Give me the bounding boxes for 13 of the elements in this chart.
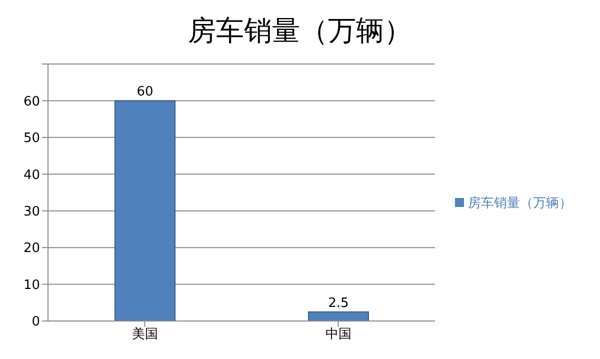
- data-label: 60: [136, 84, 154, 100]
- y-tick-label: 30: [23, 204, 40, 220]
- data-label: 2.5: [328, 296, 349, 311]
- chart-title: 房车销量（万辆）: [187, 13, 413, 49]
- y-tick-label: 20: [23, 241, 40, 256]
- x-tick-label: 美国: [132, 326, 158, 342]
- y-tick-label: 60: [23, 94, 40, 110]
- y-tick-label: 40: [23, 168, 40, 183]
- y-tick-label: 50: [23, 131, 40, 146]
- y-tick-label: 10: [23, 278, 40, 293]
- legend-label: 房车销量（万辆）: [468, 196, 572, 210]
- y-tick-label: 0: [32, 314, 40, 330]
- x-tick-label: 中国: [325, 327, 352, 342]
